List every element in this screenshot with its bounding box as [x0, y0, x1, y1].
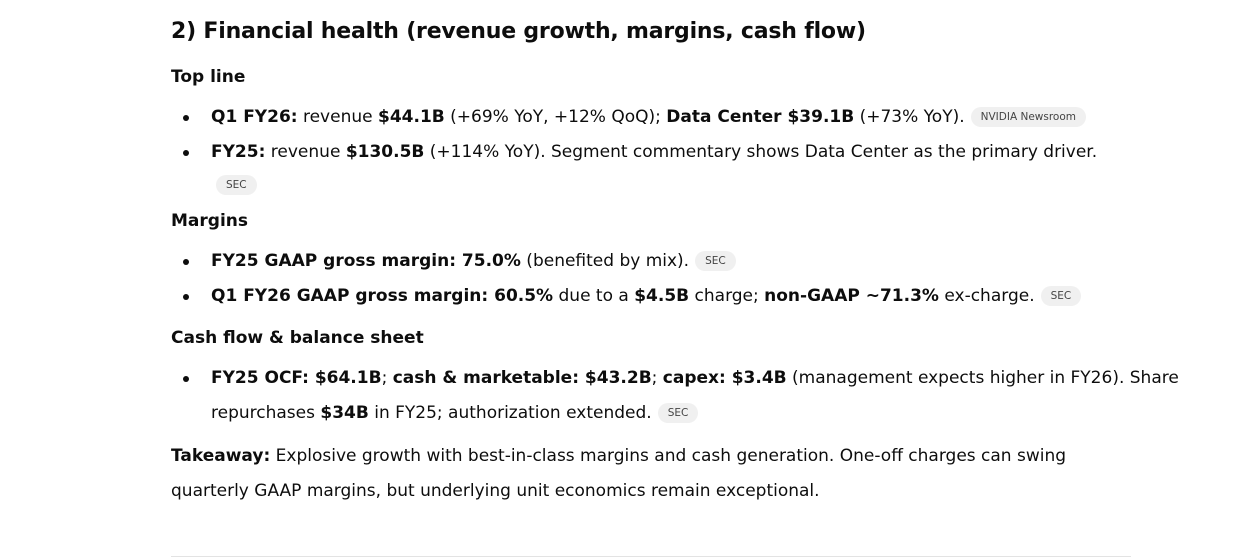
bullet-dot — [183, 259, 189, 265]
divider — [171, 556, 1131, 557]
heading-margins: Margins — [171, 211, 248, 231]
body-text: (+114% YoY). Segment commentary shows Da… — [424, 142, 1098, 162]
takeaway-label: Takeaway: — [171, 446, 271, 466]
body-text: charge; — [689, 286, 765, 306]
bold-text: FY25: — [211, 142, 266, 162]
bold-text: $44.1B — [378, 107, 445, 127]
bold-text: $130.5B — [345, 142, 425, 162]
bold-text: cash & marketable: $43.2B — [392, 368, 652, 388]
list-item: FY25 OCF: $64.1B; cash & marketable: $43… — [171, 361, 1191, 431]
body-text: ; — [651, 368, 663, 388]
body-text: revenue — [265, 142, 346, 162]
bold-text: Q1 FY26: — [211, 107, 298, 127]
margins-list: FY25 GAAP gross margin: 75.0% (benefited… — [171, 244, 1191, 314]
body-text: ex-charge. — [938, 286, 1035, 306]
body-text: ; — [381, 368, 393, 388]
bold-text: FY25 OCF: $64.1B — [211, 368, 382, 388]
citation-pill[interactable]: SEC — [657, 403, 699, 423]
bold-text: Q1 FY26 GAAP gross margin: 60.5% — [211, 286, 554, 306]
top-line-list: Q1 FY26: revenue $44.1B (+69% YoY, +12% … — [171, 100, 1191, 195]
citation-pill[interactable]: SEC — [695, 251, 736, 271]
bold-text: $4.5B — [634, 286, 690, 306]
body-text: (management expects higher in FY26). Sha… — [211, 368, 1179, 423]
bullet-dot — [183, 376, 189, 382]
heading-top-line: Top line — [171, 67, 246, 87]
list-item: FY25 GAAP gross margin: 75.0% (benefited… — [171, 244, 1191, 279]
body-text: (benefited by mix). — [520, 251, 690, 271]
bullet-dot — [183, 150, 189, 156]
takeaway-text: Explosive growth with best-in-class marg… — [171, 446, 1067, 501]
bullet-dot — [183, 115, 189, 121]
body-text: revenue — [297, 107, 378, 127]
body-text: (+73% YoY). — [854, 107, 965, 127]
body-text: (+69% YoY, +12% QoQ); — [444, 107, 667, 127]
bullet-dot — [183, 294, 189, 300]
takeaway-paragraph: Takeaway: Explosive growth with best-in-… — [171, 439, 1111, 509]
list-item: Q1 FY26: revenue $44.1B (+69% YoY, +12% … — [171, 100, 1191, 135]
heading-cash-flow: Cash flow & balance sheet — [171, 328, 424, 348]
citation-pill[interactable]: SEC — [1040, 286, 1082, 306]
response-content: 2) Financial health (revenue growth, mar… — [171, 14, 1191, 526]
body-text: due to a — [553, 286, 635, 306]
body-text: in FY25; authorization extended. — [368, 403, 652, 423]
bold-text: FY25 GAAP gross margin: 75.0% — [211, 251, 521, 271]
citation-pill[interactable]: NVIDIA Newsroom — [970, 107, 1086, 127]
bold-text: Data Center $39.1B — [666, 107, 855, 127]
bold-text: $34B — [320, 403, 369, 423]
citation-pill[interactable]: SEC — [216, 175, 257, 195]
list-item: FY25: revenue $130.5B (+114% YoY). Segme… — [171, 135, 1191, 195]
list-item: Q1 FY26 GAAP gross margin: 60.5% due to … — [171, 279, 1191, 314]
bold-text: capex: $3.4B — [662, 368, 787, 388]
section-title: 2) Financial health (revenue growth, mar… — [171, 19, 866, 44]
bold-text: non-GAAP ~71.3% — [764, 286, 939, 306]
cash-flow-list: FY25 OCF: $64.1B; cash & marketable: $43… — [171, 361, 1191, 431]
